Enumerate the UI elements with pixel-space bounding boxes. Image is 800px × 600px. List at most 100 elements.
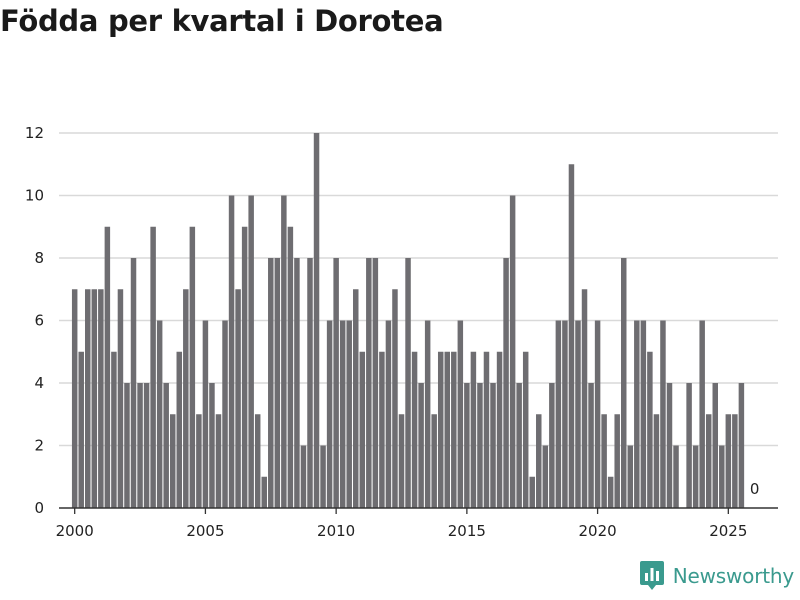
bar-2019-q4	[588, 383, 594, 508]
bar-2019-q1	[568, 164, 575, 508]
bar-2008-q2	[287, 226, 294, 508]
bar-2001-q4	[117, 289, 124, 508]
bar-2006-q1	[228, 195, 235, 508]
bar-2011-q2	[366, 258, 372, 508]
bar-2016-q4	[509, 195, 516, 508]
bar-2013-q3	[424, 320, 431, 508]
bar-2008-q4	[300, 445, 307, 508]
bar-2009-q2	[313, 133, 320, 508]
bar-2016-q2	[496, 351, 503, 508]
bar-2017-q1	[516, 383, 522, 508]
x-axis: 2000 2005 2010 2015 2020 2025	[56, 507, 778, 540]
bars	[71, 133, 745, 508]
y-axis: 0 2 4 6 8 10 12	[25, 124, 44, 517]
bar-2025-q2	[732, 414, 738, 508]
bar-2004-q1	[176, 351, 183, 508]
bar-2005-q3	[215, 414, 222, 508]
bar-2010-q1	[333, 258, 339, 508]
bar-2001-q2	[104, 226, 111, 508]
bar-2021-q1	[621, 258, 627, 508]
bar-2005-q4	[222, 320, 228, 508]
bar-2006-q3	[241, 226, 248, 508]
bar-2006-q4	[248, 195, 254, 508]
bar-2015-q1	[464, 383, 470, 508]
bar-2012-q3	[398, 414, 405, 508]
bar-2021-q4	[640, 320, 647, 508]
bar-2004-q3	[189, 226, 196, 508]
bar-2002-q2	[130, 258, 137, 508]
bar-2018-q4	[562, 320, 568, 508]
bar-2008-q3	[294, 258, 300, 508]
bar-2022-q1	[647, 351, 653, 508]
bar-2007-q3	[268, 258, 274, 508]
bar-2020-q3	[607, 476, 614, 508]
y-tick-label-4: 4	[34, 374, 44, 392]
bar-2016-q3	[503, 258, 509, 508]
y-tick-label-10: 10	[25, 187, 44, 205]
bar-2014-q4	[457, 320, 464, 508]
bar-2022-q2	[653, 414, 660, 508]
bar-2015-q4	[483, 351, 490, 508]
bar-2024-q1	[699, 320, 705, 508]
annotations: 0	[748, 479, 761, 500]
bar-2017-q2	[522, 351, 529, 508]
bar-chart-bubble-icon	[639, 561, 664, 590]
bar-2008-q1	[281, 195, 287, 508]
bar-2007-q4	[274, 258, 281, 508]
x-tick-label-2005: 2005	[186, 522, 224, 540]
bar-2020-q4	[614, 414, 620, 508]
bar-2018-q2	[549, 383, 555, 508]
bar-2002-q1	[124, 383, 130, 508]
bar-2012-q2	[392, 289, 398, 508]
bar-2014-q1	[437, 351, 444, 508]
x-tick-label-2000: 2000	[56, 522, 94, 540]
bar-2022-q4	[666, 383, 673, 508]
bar-2004-q2	[183, 289, 189, 508]
bar-2003-q1	[150, 226, 156, 508]
bar-2019-q3	[581, 289, 588, 508]
x-tick-label-2020: 2020	[579, 522, 617, 540]
bar-2020-q1	[594, 320, 601, 508]
bar-2001-q1	[98, 289, 104, 508]
bar-2000-q2	[78, 351, 84, 508]
bar-2000-q4	[91, 289, 98, 508]
bar-2013-q1	[411, 351, 418, 508]
bar-2000-q3	[85, 289, 91, 508]
bar-2017-q4	[536, 414, 542, 508]
bar-2019-q2	[575, 320, 581, 508]
bar-2025-q3	[738, 383, 745, 508]
bar-2016-q1	[490, 383, 496, 508]
bar-2012-q4	[405, 258, 411, 508]
bar-2018-q1	[542, 445, 549, 508]
newsworthy-logo[interactable]: Newsworthy	[639, 556, 794, 596]
bar-2006-q2	[235, 289, 241, 508]
bar-2000-q1	[71, 289, 78, 508]
bar-2011-q3	[372, 258, 379, 508]
bar-2013-q2	[418, 383, 424, 508]
bar-2002-q3	[137, 383, 143, 508]
bar-2007-q1	[254, 414, 261, 508]
bar-2015-q3	[477, 383, 483, 508]
bar-2023-q3	[686, 383, 692, 508]
bar-2023-q1	[673, 445, 679, 508]
x-tick-label-2015: 2015	[448, 522, 486, 540]
bar-2009-q4	[326, 320, 333, 508]
bar-2010-q2	[339, 320, 346, 508]
bar-2011-q4	[379, 351, 385, 508]
bar-2002-q4	[143, 383, 150, 508]
bar-2004-q4	[196, 414, 202, 508]
bar-2018-q3	[555, 320, 562, 508]
bar-2003-q3	[163, 383, 169, 508]
bar-2020-q2	[601, 414, 607, 508]
bar-2025-q1	[725, 414, 732, 508]
bar-2024-q4	[719, 445, 725, 508]
y-tick-label-0: 0	[34, 499, 44, 517]
bar-2024-q3	[712, 383, 718, 508]
bar-2007-q2	[261, 476, 267, 508]
bar-2012-q1	[385, 320, 392, 508]
bar-2021-q3	[634, 320, 640, 508]
bar-2023-q4	[692, 445, 699, 508]
bar-2010-q4	[353, 289, 359, 508]
bar-2005-q2	[209, 383, 215, 508]
